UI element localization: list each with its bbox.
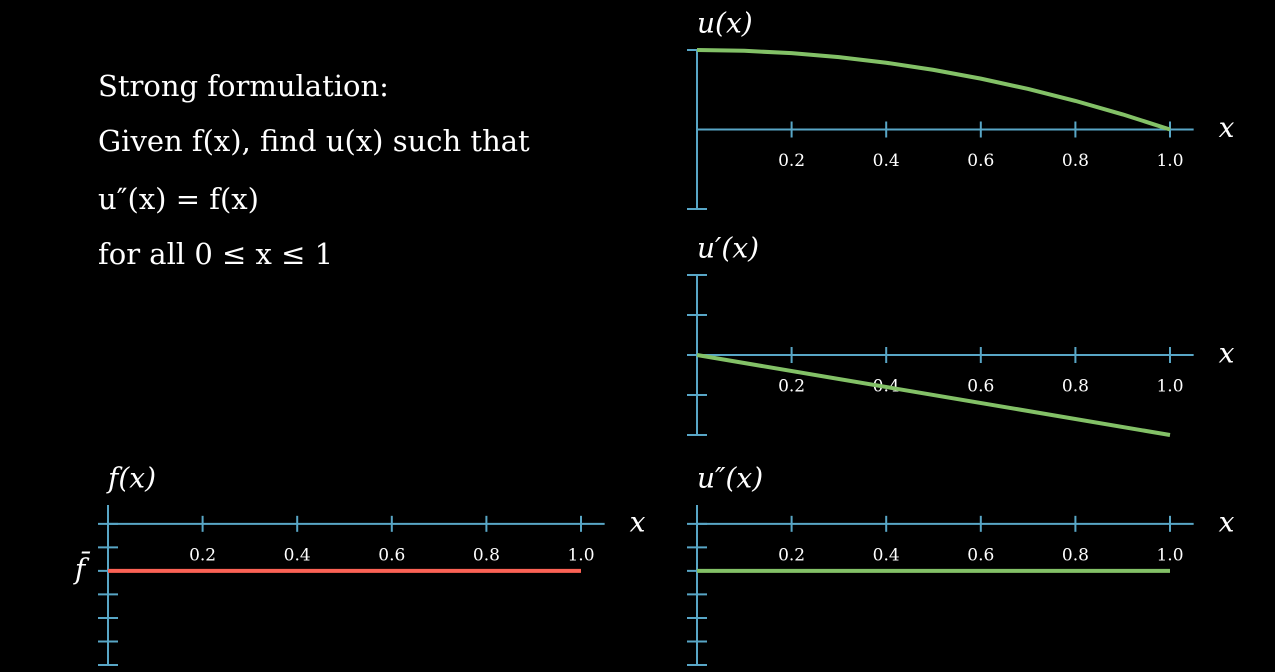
text-line: u″(x) = f(x)	[98, 182, 259, 216]
x-tick-label: 1.0	[1156, 377, 1183, 397]
x-tick-label: 0.4	[873, 151, 900, 171]
x-tick-label: 0.2	[778, 545, 805, 565]
x-tick-label: 0.4	[873, 545, 900, 565]
x-tick-label: 0.6	[967, 545, 994, 565]
text-line: Strong formulation:	[98, 69, 389, 103]
axis-label: x	[1219, 111, 1235, 144]
x-tick-label: 1.0	[567, 545, 594, 565]
x-tick-label: 1.0	[1156, 151, 1183, 171]
chart-title: u″(x)	[697, 462, 763, 495]
x-tick-label: 0.6	[378, 545, 405, 565]
text-line: Given f(x), find u(x) such that	[98, 124, 530, 158]
curve	[696, 353, 1171, 437]
x-tick-label: 0.8	[1062, 377, 1089, 397]
x-tick-label: 0.2	[778, 151, 805, 171]
chart-title: u(x)	[697, 7, 753, 40]
axis-label: x	[1219, 337, 1235, 370]
x-tick-label: 0.2	[778, 377, 805, 397]
x-tick-label: 0.2	[189, 545, 216, 565]
y-tick-label: f̄	[73, 550, 91, 585]
axis-label: x	[630, 505, 646, 538]
curve	[696, 48, 1171, 132]
chart-title: u′(x)	[697, 232, 759, 265]
text-line: for all 0 ≤ x ≤ 1	[98, 237, 333, 271]
chart-title: f(x)	[106, 462, 156, 495]
x-tick-label: 0.4	[284, 545, 311, 565]
x-tick-label: 0.8	[1062, 545, 1089, 565]
x-tick-label: 0.6	[967, 151, 994, 171]
x-tick-label: 0.8	[473, 545, 500, 565]
x-tick-label: 0.6	[967, 377, 994, 397]
axis-label: x	[1219, 505, 1235, 538]
x-tick-label: 1.0	[1156, 545, 1183, 565]
x-tick-label: 0.8	[1062, 151, 1089, 171]
